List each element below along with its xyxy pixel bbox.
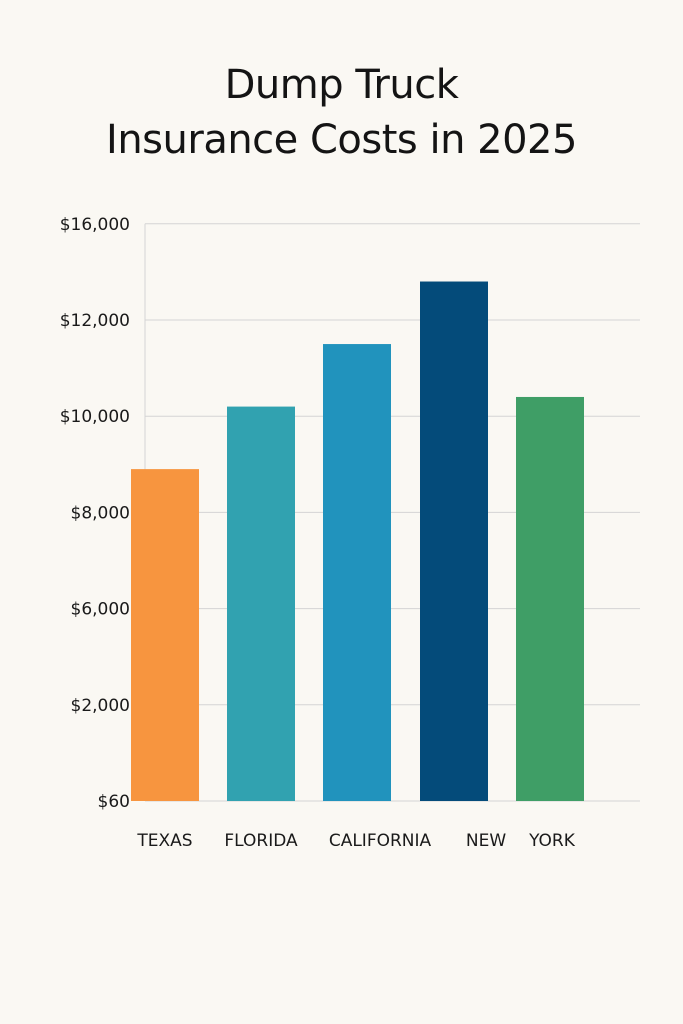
y-tick-label: $16,000 [60, 215, 130, 235]
bar [420, 281, 488, 801]
x-category-label: YORK [528, 831, 576, 851]
x-category-label: FLORIDA [224, 831, 298, 851]
y-tick-label: $60 [98, 792, 130, 812]
x-category-label: TEXAS [136, 831, 192, 851]
y-axis-tick-labels: $16,000 $12,000 $10,000 $8,000 $6,000 $2,000 $… [60, 215, 130, 812]
y-tick-label: $12,000 [60, 311, 130, 331]
x-category-label: CALIFORNIA [329, 831, 432, 851]
chart-title: Dump Truck Insurance Costs in 2025 [0, 58, 683, 168]
chart-title-line-2: Insurance Costs in 2025 [106, 117, 577, 163]
x-category-label: NEW [466, 831, 506, 851]
x-axis-category-labels: TEXAS FLORIDA CALIFORNIA NEW YORK [136, 831, 575, 851]
bar [323, 344, 391, 801]
y-tick-label: $2,000 [71, 696, 130, 716]
chart-title-line-1: Dump Truck [224, 62, 459, 108]
y-tick-label: $10,000 [60, 407, 130, 427]
y-tick-label: $6,000 [71, 600, 130, 620]
bar [131, 469, 199, 801]
bars [131, 281, 584, 801]
y-tick-label: $8,000 [71, 503, 130, 523]
bar [516, 396, 584, 801]
bar [227, 406, 295, 801]
